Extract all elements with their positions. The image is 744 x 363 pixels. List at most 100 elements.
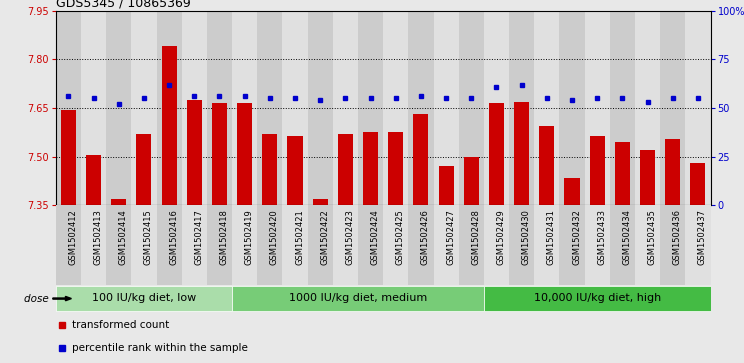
- Text: GSM1502424: GSM1502424: [371, 209, 379, 265]
- Text: 1000 IU/kg diet, medium: 1000 IU/kg diet, medium: [289, 293, 427, 303]
- Text: GSM1502435: GSM1502435: [647, 209, 656, 265]
- Bar: [237, 103, 252, 205]
- Bar: [257, 205, 283, 285]
- Bar: [132, 11, 156, 205]
- Bar: [464, 156, 479, 205]
- Text: GSM1502427: GSM1502427: [446, 209, 455, 265]
- Bar: [615, 142, 630, 205]
- Bar: [207, 205, 232, 285]
- Text: GSM1502419: GSM1502419: [245, 209, 254, 265]
- Bar: [459, 205, 484, 285]
- Bar: [534, 11, 559, 205]
- Bar: [333, 11, 358, 205]
- Bar: [56, 11, 81, 205]
- Bar: [690, 163, 705, 205]
- Text: GSM1502436: GSM1502436: [673, 209, 682, 265]
- Text: 10,000 IU/kg diet, high: 10,000 IU/kg diet, high: [533, 293, 661, 303]
- Text: GSM1502429: GSM1502429: [496, 209, 505, 265]
- Text: GSM1502418: GSM1502418: [219, 209, 228, 265]
- Bar: [509, 11, 534, 205]
- Bar: [232, 205, 257, 285]
- Bar: [232, 11, 257, 205]
- Bar: [207, 11, 232, 205]
- Bar: [232, 286, 484, 311]
- Bar: [61, 110, 76, 205]
- Text: 100 IU/kg diet, low: 100 IU/kg diet, low: [92, 293, 196, 303]
- Bar: [660, 205, 685, 285]
- Text: GSM1502421: GSM1502421: [295, 209, 304, 265]
- Text: GSM1502422: GSM1502422: [320, 209, 329, 265]
- Bar: [635, 11, 660, 205]
- Bar: [56, 205, 81, 285]
- Bar: [383, 205, 408, 285]
- Text: GSM1502417: GSM1502417: [194, 209, 203, 265]
- Bar: [156, 11, 182, 205]
- Bar: [263, 134, 278, 205]
- Bar: [484, 286, 711, 311]
- Bar: [106, 11, 132, 205]
- Bar: [312, 199, 328, 205]
- Bar: [212, 103, 227, 205]
- Bar: [383, 11, 408, 205]
- Bar: [338, 134, 353, 205]
- Text: dose: dose: [24, 294, 52, 303]
- Bar: [514, 102, 529, 205]
- Bar: [81, 205, 106, 285]
- Bar: [438, 166, 454, 205]
- Bar: [685, 205, 711, 285]
- Text: GSM1502416: GSM1502416: [169, 209, 178, 265]
- Text: GSM1502412: GSM1502412: [68, 209, 77, 265]
- Bar: [685, 11, 711, 205]
- Bar: [489, 103, 504, 205]
- Text: GSM1502428: GSM1502428: [471, 209, 481, 265]
- Text: GDS5345 / 10865369: GDS5345 / 10865369: [56, 0, 190, 9]
- Text: GSM1502414: GSM1502414: [119, 209, 128, 265]
- Text: GSM1502415: GSM1502415: [144, 209, 153, 265]
- Bar: [610, 11, 635, 205]
- Bar: [408, 205, 434, 285]
- Bar: [640, 150, 655, 205]
- Bar: [363, 132, 378, 205]
- Bar: [283, 205, 307, 285]
- Text: GSM1502434: GSM1502434: [623, 209, 632, 265]
- Bar: [307, 205, 333, 285]
- Bar: [106, 205, 132, 285]
- Bar: [665, 139, 680, 205]
- Text: GSM1502426: GSM1502426: [421, 209, 430, 265]
- Bar: [534, 205, 559, 285]
- Bar: [156, 205, 182, 285]
- Bar: [111, 199, 126, 205]
- Bar: [459, 11, 484, 205]
- Bar: [539, 126, 554, 205]
- Bar: [358, 205, 383, 285]
- Bar: [509, 205, 534, 285]
- Bar: [182, 205, 207, 285]
- Text: GSM1502431: GSM1502431: [547, 209, 556, 265]
- Bar: [565, 178, 580, 205]
- Text: GSM1502437: GSM1502437: [698, 209, 707, 265]
- Bar: [182, 11, 207, 205]
- Bar: [408, 11, 434, 205]
- Bar: [414, 114, 429, 205]
- Text: percentile rank within the sample: percentile rank within the sample: [72, 343, 248, 352]
- Bar: [585, 11, 610, 205]
- Text: GSM1502420: GSM1502420: [270, 209, 279, 265]
- Bar: [590, 135, 605, 205]
- Text: GSM1502433: GSM1502433: [597, 209, 606, 265]
- Bar: [434, 205, 459, 285]
- Bar: [559, 205, 585, 285]
- Bar: [358, 11, 383, 205]
- Bar: [484, 11, 509, 205]
- Text: transformed count: transformed count: [72, 321, 170, 330]
- Bar: [86, 155, 101, 205]
- Bar: [287, 135, 303, 205]
- Bar: [559, 11, 585, 205]
- Bar: [307, 11, 333, 205]
- Bar: [161, 46, 176, 205]
- Text: GSM1502413: GSM1502413: [94, 209, 103, 265]
- Bar: [635, 205, 660, 285]
- Bar: [132, 205, 156, 285]
- Bar: [484, 205, 509, 285]
- Bar: [283, 11, 307, 205]
- Text: GSM1502430: GSM1502430: [522, 209, 530, 265]
